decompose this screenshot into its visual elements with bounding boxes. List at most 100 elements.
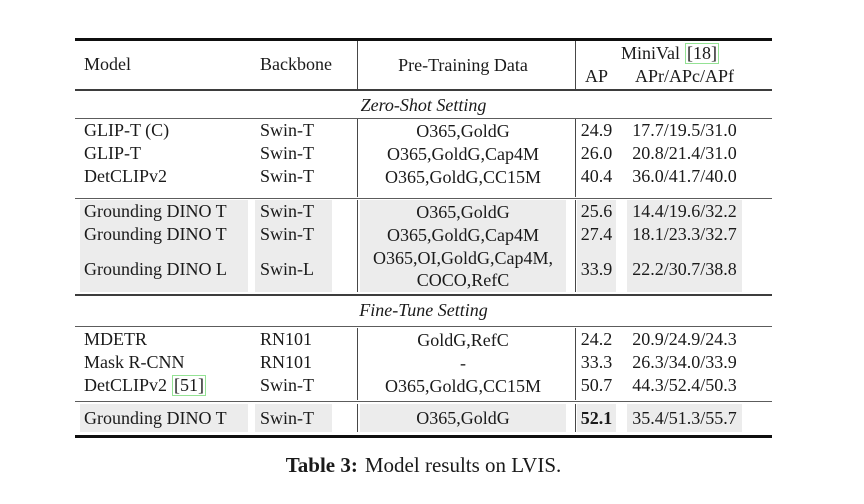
results-table: Model Backbone Pre-Training Data MiniVal…	[75, 38, 772, 439]
backbone-name: Swin-T	[260, 143, 314, 163]
cell-backbone: Swin-T	[255, 404, 332, 432]
ap-value: 24.9	[580, 120, 613, 140]
cell-ap: 24.9	[577, 119, 616, 142]
cell-backbone: RN101	[255, 328, 332, 351]
table-row: GLIP-T Swin-T O365,GoldG,Cap4M 26.0 20.8…	[75, 142, 772, 165]
ap-value: 33.3	[580, 352, 613, 372]
cell-ap: 26.0	[577, 142, 616, 165]
table-row: DetCLIPv2 Swin-T O365,GoldG,CC15M 40.4 3…	[75, 165, 772, 188]
cell-pretrain: O365,GoldG,CC15M	[360, 165, 566, 188]
backbone-name: Swin-T	[260, 201, 314, 221]
cell-backbone: Swin-T	[255, 119, 332, 142]
cell-ap: 33.3	[577, 351, 616, 374]
backbone-name: RN101	[260, 352, 313, 372]
cell-pretrain: O365,GoldG,CC15M	[360, 374, 566, 397]
table-rule	[75, 198, 772, 200]
column-divider	[575, 119, 577, 197]
column-divider	[575, 328, 577, 400]
table-row: Grounding DINO T Swin-T O365,GoldG 25.6 …	[75, 200, 772, 223]
cell-pretrain: GoldG,RefC	[360, 328, 566, 351]
apr-apc-apf-value: 20.9/24.9/24.3	[632, 329, 737, 349]
table-row: Grounding DINO L Swin-L O365,OI,GoldG,Ca…	[75, 246, 772, 292]
table-row: MDETR RN101 GoldG,RefC 24.2 20.9/24.9/24…	[75, 328, 772, 351]
cell-apr: 44.3/52.4/50.3	[627, 374, 742, 397]
column-divider	[357, 200, 359, 292]
backbone-name: Swin-T	[260, 407, 314, 428]
cell-backbone: Swin-L	[255, 246, 332, 292]
table-row: DetCLIPv2 [51] Swin-T O365,GoldG,CC15M 5…	[75, 374, 772, 397]
apr-apc-apf-value: 36.0/41.7/40.0	[632, 166, 737, 186]
cell-model: GLIP-T (C)	[80, 119, 248, 142]
cell-model: DetCLIPv2	[80, 165, 248, 188]
cell-ap: 50.7	[577, 374, 616, 397]
model-name: DetCLIPv2	[84, 166, 167, 186]
model-name: Grounding DINO T	[84, 224, 227, 244]
cell-backbone: Swin-T	[255, 223, 332, 246]
pretrain-line: -	[460, 352, 466, 373]
table-rule	[75, 118, 772, 120]
apr-apc-apf-value: 26.3/34.0/33.9	[632, 352, 737, 372]
pretrain-line: O365,GoldG	[416, 408, 510, 428]
cell-apr: 20.9/24.9/24.3	[627, 328, 742, 351]
cell-backbone: Swin-T	[255, 165, 332, 188]
table-row: Grounding DINO T Swin-T O365,GoldG 52.1 …	[75, 404, 772, 432]
col-header-backbone: Backbone	[260, 54, 332, 75]
column-divider	[357, 119, 359, 197]
apr-apc-apf-value: 18.1/23.3/32.7	[632, 224, 737, 244]
table-caption: Table 3: Model results on LVIS.	[75, 453, 772, 483]
ap-value: 52.1	[580, 407, 613, 428]
pretrain-line: O365,OI,GoldG,Cap4M,	[373, 248, 553, 268]
table-row: Mask R-CNN RN101 - 33.3 26.3/34.0/33.9	[75, 351, 772, 374]
cell-pretrain: O365,OI,GoldG,Cap4M, COCO,RefC	[360, 246, 566, 292]
table-rule-top	[75, 38, 772, 41]
cell-apr: 18.1/23.3/32.7	[627, 223, 742, 246]
cell-pretrain: O365,GoldG	[360, 119, 566, 142]
column-divider	[575, 40, 577, 89]
fine-tune-rows: MDETR RN101 GoldG,RefC 24.2 20.9/24.9/24…	[75, 328, 772, 400]
col-header-ap: AP	[584, 66, 608, 86]
backbone-name: RN101	[260, 329, 313, 349]
cell-apr: 36.0/41.7/40.0	[627, 165, 742, 188]
ap-value: 50.7	[580, 375, 613, 395]
cell-model: GLIP-T	[80, 142, 248, 165]
table-rule	[75, 401, 772, 403]
model-name: GLIP-T	[84, 143, 141, 163]
pretrain-line: O365,GoldG	[416, 201, 510, 222]
table-rule-bottom	[75, 435, 772, 438]
cell-model: Grounding DINO T	[80, 223, 248, 246]
model-name: DetCLIPv2	[84, 375, 167, 395]
cell-ap: 25.6	[577, 200, 616, 223]
backbone-name: Swin-T	[260, 166, 314, 186]
table-row: GLIP-T (C) Swin-T O365,GoldG 24.9 17.7/1…	[75, 119, 772, 142]
cell-model: MDETR	[80, 328, 248, 351]
ap-value: 33.9	[580, 258, 613, 279]
cell-apr: 20.8/21.4/31.0	[627, 142, 742, 165]
column-divider	[357, 404, 359, 432]
citation-link-18[interactable]: [18]	[685, 42, 719, 64]
apr-apc-apf-value: 22.2/30.7/38.8	[632, 258, 737, 279]
citation-link[interactable]: [51]	[172, 375, 206, 396]
caption-label: Table 3:	[285, 453, 358, 477]
column-divider	[357, 328, 359, 400]
ap-value: 40.4	[580, 166, 613, 186]
ap-value: 25.6	[580, 201, 613, 221]
cell-backbone: Swin-T	[255, 374, 332, 397]
apr-apc-apf-value: 35.4/51.3/55.7	[632, 407, 737, 428]
cell-ap: 40.4	[577, 165, 616, 188]
pretrain-line: O365,GoldG,CC15M	[384, 166, 541, 187]
apr-apc-apf-value: 20.8/21.4/31.0	[632, 143, 737, 163]
table-rule	[75, 326, 772, 328]
cell-pretrain: O365,GoldG	[360, 200, 566, 223]
cell-backbone: RN101	[255, 351, 332, 374]
caption-text: Model results on LVIS.	[364, 453, 562, 477]
cell-model: Grounding DINO L	[80, 246, 248, 292]
column-divider	[575, 200, 577, 292]
ap-value: 24.2	[580, 329, 613, 349]
zero-shot-rows: GLIP-T (C) Swin-T O365,GoldG 24.9 17.7/1…	[75, 119, 772, 197]
cell-pretrain: -	[360, 351, 566, 374]
cell-apr: 14.4/19.6/32.2	[627, 200, 742, 223]
apr-apc-apf-value: 44.3/52.4/50.3	[632, 375, 737, 395]
section-title-fine-tune: Fine-Tune Setting	[359, 299, 488, 320]
cell-ap: 27.4	[577, 223, 616, 246]
